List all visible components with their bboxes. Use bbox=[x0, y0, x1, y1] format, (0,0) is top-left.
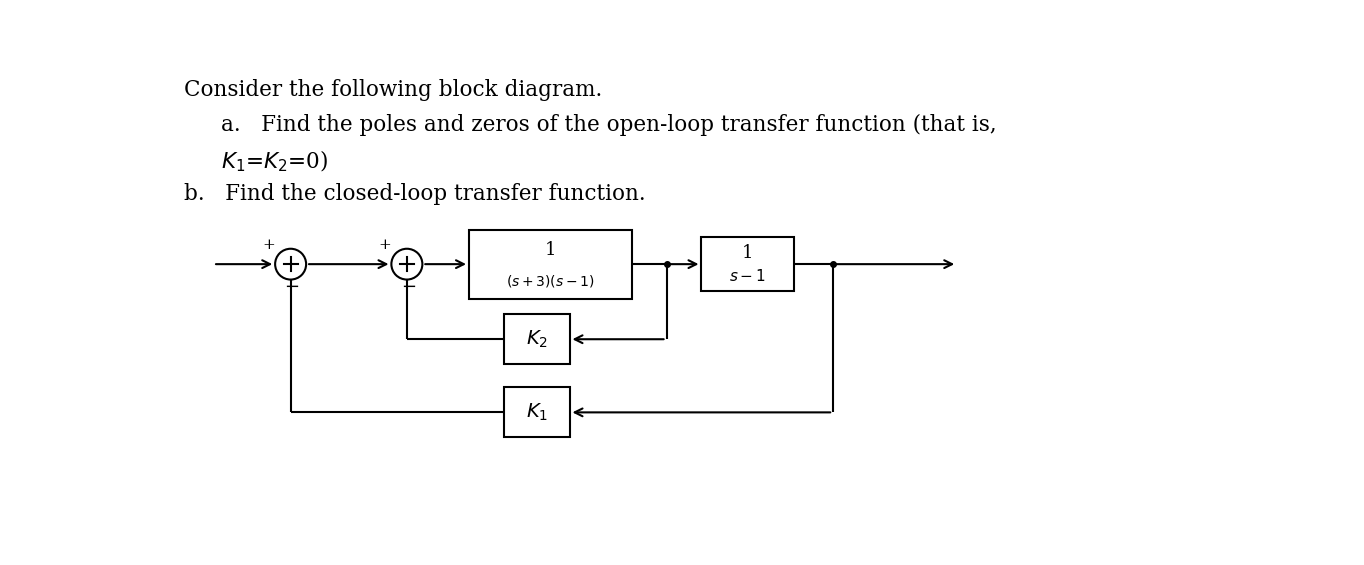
Text: 1: 1 bbox=[742, 245, 754, 262]
Bar bbox=[469, 229, 632, 299]
Text: +: + bbox=[262, 238, 276, 252]
Text: $K_2$: $K_2$ bbox=[525, 329, 548, 350]
Bar bbox=[503, 388, 570, 437]
Text: b.   Find the closed-loop transfer function.: b. Find the closed-loop transfer functio… bbox=[184, 183, 647, 205]
Text: $K_1$: $K_1$ bbox=[525, 402, 548, 423]
Bar bbox=[503, 314, 570, 364]
Text: Consider the following block diagram.: Consider the following block diagram. bbox=[184, 79, 603, 101]
Text: $(s+3)(s-1)$: $(s+3)(s-1)$ bbox=[506, 273, 595, 289]
Text: a.   Find the poles and zeros of the open-loop transfer function (that is,: a. Find the poles and zeros of the open-… bbox=[221, 114, 997, 136]
Bar bbox=[701, 237, 794, 291]
Text: +: + bbox=[379, 238, 391, 252]
Text: −: − bbox=[401, 278, 416, 296]
Text: 1: 1 bbox=[544, 241, 557, 259]
Text: $s-1$: $s-1$ bbox=[730, 268, 767, 284]
Text: $K_1$=$K_2$=0): $K_1$=$K_2$=0) bbox=[221, 149, 327, 174]
Text: −: − bbox=[285, 278, 300, 296]
